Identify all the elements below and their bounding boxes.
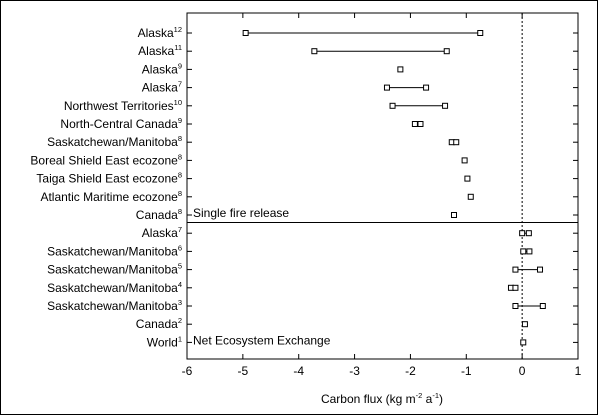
range-high-marker [423,84,430,91]
x-axis-ticks: -6 -5 -4 -3 -2 -1 0 1 [182,13,582,378]
range-low-marker [519,230,526,237]
row-label: World1 [147,334,182,349]
data-rows: Alaska12 Alaska11 Alaska9 Alaska7 Northwest … [30,25,578,349]
row-label: Saskatchewan/Manitoba4 [47,280,182,295]
row-label: Alaska12 [138,25,182,40]
row-label: Canada8 [136,207,182,222]
x-tick-label: 1 [575,364,582,378]
range-low-marker [467,193,474,200]
range-low-marker [521,321,528,328]
x-tick-label: -6 [182,364,193,378]
range-high-marker [539,303,546,309]
row-label: Alaska7 [142,80,182,95]
row-label: Taiga Shield East ecozone8 [36,171,182,186]
range-low-marker [464,175,471,182]
row-label: Alaska11 [138,43,182,58]
row-label: Alaska7 [142,225,182,240]
range-high-marker [526,248,533,255]
range-low-marker [461,157,468,164]
range-low-marker [411,121,418,127]
row-label: Saskatchewan/Manitoba5 [47,262,182,277]
row-label: Saskatchewan/Manitoba3 [47,298,182,313]
x-tick-label: 0 [519,364,526,378]
range-high-marker [525,230,532,237]
x-tick-label: -1 [461,364,472,378]
row-label: Saskatchewan/Manitoba8 [47,134,182,149]
range-low-marker [383,84,390,91]
range-low-marker [397,66,404,73]
range-low-marker [311,48,318,55]
section-label: Single fire release [193,206,289,220]
range-low-marker [520,339,527,346]
row-label: Northwest Territories10 [64,98,182,113]
row-label: North-Central Canada9 [60,116,182,131]
row-label: Alaska9 [142,61,182,76]
range-low-marker [520,248,527,255]
row-label: Canada2 [136,316,182,331]
plot-area [186,12,579,360]
range-high-marker [453,139,460,146]
range-low-marker [242,30,249,36]
row-label: Saskatchewan/Manitoba6 [47,243,182,258]
range-low-marker [450,212,457,218]
range-high-marker [477,30,484,36]
x-tick-label: -5 [238,364,249,378]
range-high-marker [443,48,450,55]
section-label: Net Ecosystem Exchange [193,333,331,347]
row-label: Boreal Shield East ecozone8 [30,152,182,167]
x-tick-label: -3 [349,364,360,378]
range-high-marker [512,284,519,291]
x-tick-label: -2 [405,364,416,378]
x-tick-label: -4 [293,364,304,378]
range-high-marker [442,102,449,109]
range-high-marker [417,121,424,127]
x-axis-label: Carbon flux (kg m-2 a-1) [321,391,443,406]
plot-border [186,12,579,360]
range-high-marker [537,266,544,273]
row-label: Atlantic Maritime ecozone8 [40,189,182,204]
section-labels: Single fire release Net Ecosystem Exchang… [193,206,331,347]
range-low-marker [512,303,519,309]
range-low-marker [389,102,396,109]
range-low-marker [512,266,519,273]
